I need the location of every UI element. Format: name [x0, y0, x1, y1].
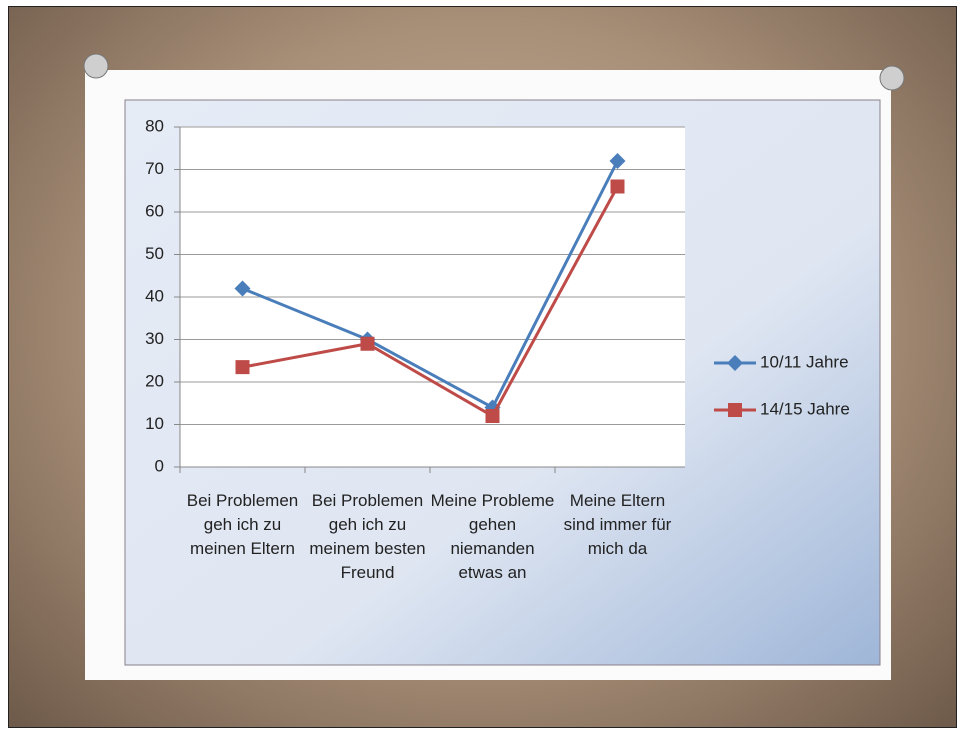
series-line — [241, 160, 619, 410]
y-tick-label: 80 — [145, 116, 164, 135]
y-tick-label: 60 — [145, 201, 164, 220]
legend-label: 14/15 Jahre — [760, 399, 850, 418]
marker — [610, 179, 625, 194]
y-tick-label: 0 — [155, 456, 164, 475]
y-tick-label: 10 — [145, 414, 164, 433]
y-tick-label: 40 — [145, 286, 164, 305]
x-tick-label: Meine Eltern sind immer für mich da — [563, 491, 672, 558]
marker — [609, 153, 626, 169]
x-tick-label: Bei Problemen geh ich zu meinem besten F… — [309, 491, 426, 582]
y-tick-label: 50 — [145, 244, 164, 263]
x-tick-label: Bei Problemen geh ich zu meinen Eltern — [186, 491, 299, 558]
y-tick-label: 20 — [145, 371, 164, 390]
marker — [360, 336, 375, 351]
pin — [879, 65, 905, 91]
y-tick-label: 70 — [145, 159, 164, 178]
series-line — [242, 185, 619, 419]
marker — [234, 280, 251, 297]
legend-marker — [728, 403, 742, 417]
marker — [235, 360, 250, 375]
y-tick-label: 30 — [145, 329, 164, 348]
x-tick-label: Meine Probleme gehen niemanden etwas an — [430, 491, 555, 582]
marker — [485, 409, 500, 423]
legend-label: 10/11 Jahre — [760, 352, 849, 371]
legend-marker — [727, 355, 743, 371]
pin — [83, 53, 109, 79]
